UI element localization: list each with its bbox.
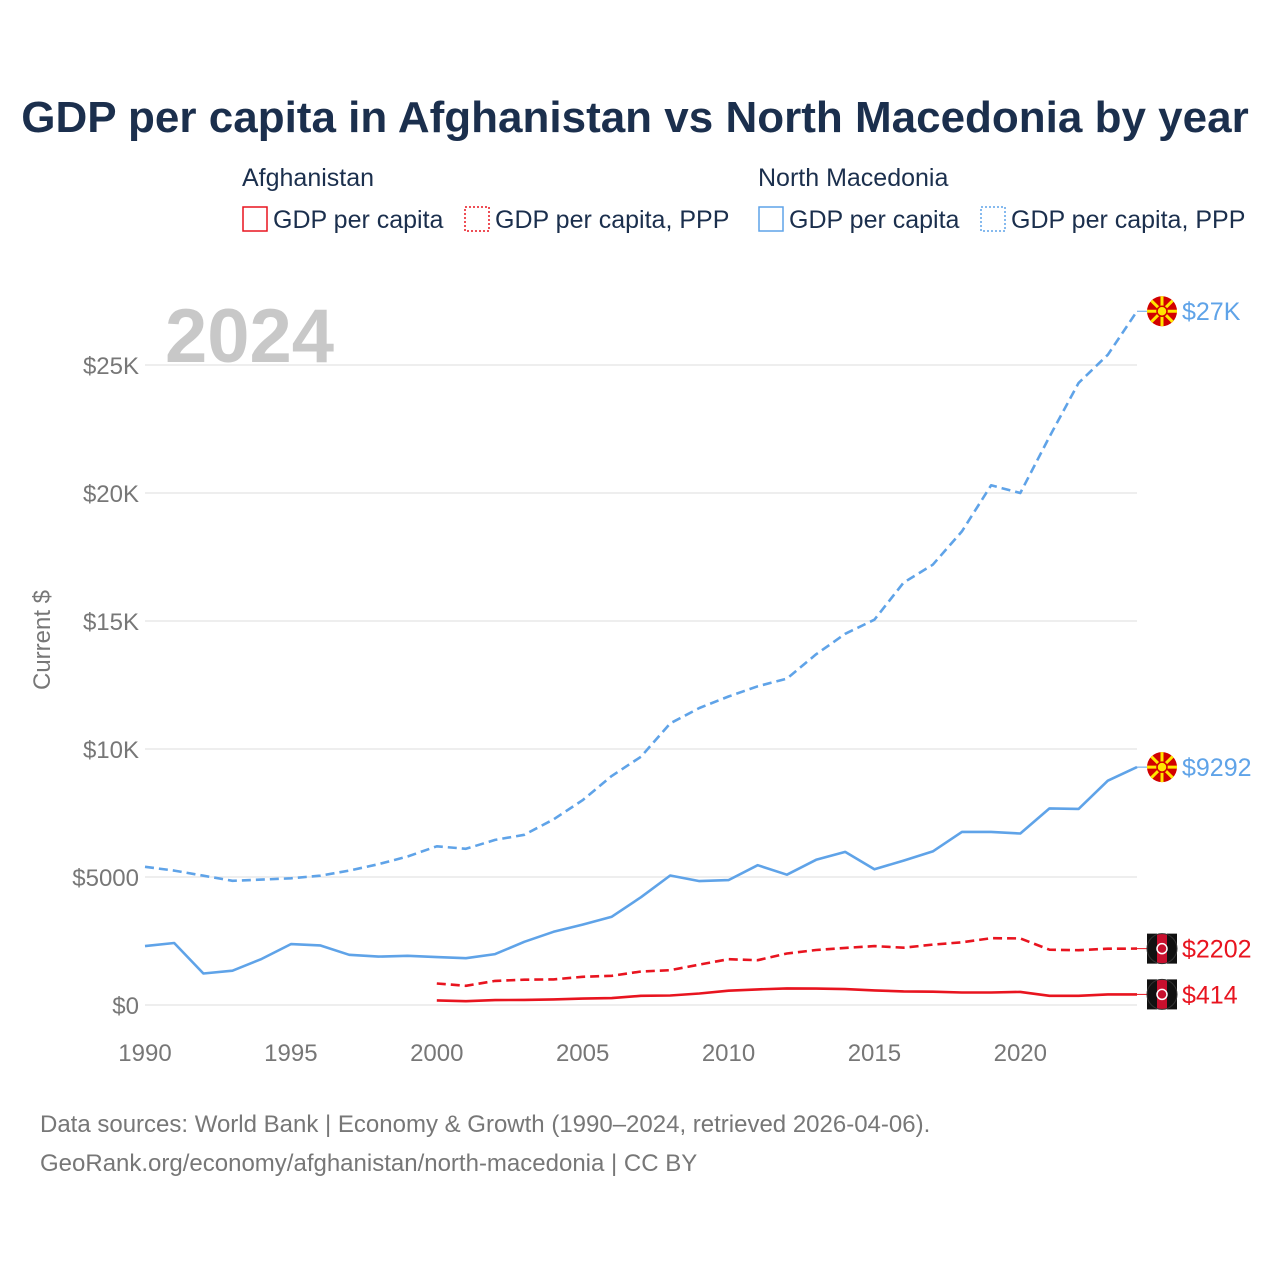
- series-line-1[interactable]: [144, 310, 1139, 883]
- x-tick-label: 2010: [702, 1040, 755, 1067]
- source-line-2: GeoRank.org/economy/afghanistan/north-ma…: [40, 1150, 697, 1177]
- y-tick-label: $20K: [83, 481, 139, 508]
- legend-swatch-afghanistan-gdp[interactable]: [242, 206, 268, 232]
- afghanistan-flag-icon: [1146, 978, 1178, 1010]
- afghanistan-flag-icon: [1146, 933, 1178, 965]
- legend-swatch-north-macedonia-gdp[interactable]: [758, 206, 784, 232]
- end-value-label: $9292: [1182, 754, 1252, 782]
- legend-swatch-north-macedonia-gdp-ppp[interactable]: [980, 206, 1006, 232]
- end-markers: $27K $9292 $2202 $414: [1137, 296, 1252, 1010]
- y-tick-label: $0: [112, 993, 139, 1020]
- legend-label-afghanistan-gdp[interactable]: GDP per capita: [273, 206, 444, 234]
- y-tick-label: $25K: [83, 353, 139, 380]
- x-tick-label: 2005: [556, 1040, 609, 1067]
- series-lines: [144, 310, 1139, 1003]
- x-tick-label: 2015: [848, 1040, 901, 1067]
- y-axis: $0 $5000 $10K $15K $20K $25K: [72, 353, 139, 1020]
- end-value-label: $2202: [1182, 936, 1252, 964]
- north-macedonia-flag-icon: [1147, 296, 1177, 327]
- north-macedonia-flag-icon: [1147, 752, 1177, 783]
- source-line-1: Data sources: World Bank | Economy & Gro…: [40, 1111, 930, 1138]
- legend-swatch-afghanistan-gdp-ppp[interactable]: [464, 206, 490, 232]
- y-axis-title: Current $: [29, 590, 56, 690]
- series-line-2[interactable]: [144, 765, 1138, 975]
- y-tick-label: $15K: [83, 609, 139, 636]
- series-line-4[interactable]: [436, 987, 1137, 1003]
- x-tick-label: 1990: [118, 1040, 171, 1067]
- legend: Afghanistan North Macedonia GDP per capi…: [242, 164, 1245, 234]
- chart-title: GDP per capita in Afghanistan vs North M…: [21, 93, 1248, 142]
- legend-group-north-macedonia: North Macedonia: [758, 164, 948, 192]
- legend-group-afghanistan: Afghanistan: [242, 164, 374, 192]
- x-tick-label: 2000: [410, 1040, 463, 1067]
- legend-label-north-macedonia-gdp[interactable]: GDP per capita: [789, 206, 960, 234]
- year-label: 2024: [165, 294, 334, 379]
- x-tick-label: 2020: [994, 1040, 1047, 1067]
- series-line-3[interactable]: [436, 936, 1138, 988]
- end-value-label: $27K: [1182, 298, 1241, 326]
- x-tick-label: 1995: [264, 1040, 317, 1067]
- x-axis: 1990 1995 2000 2005 2010 2015 2020: [118, 1040, 1047, 1067]
- legend-label-afghanistan-gdp-ppp[interactable]: GDP per capita, PPP: [495, 206, 729, 234]
- y-tick-label: $10K: [83, 737, 139, 764]
- gridlines: [145, 364, 1137, 1006]
- end-value-label: $414: [1182, 981, 1238, 1009]
- y-tick-label: $5000: [72, 865, 139, 892]
- legend-label-north-macedonia-gdp-ppp[interactable]: GDP per capita, PPP: [1011, 206, 1245, 234]
